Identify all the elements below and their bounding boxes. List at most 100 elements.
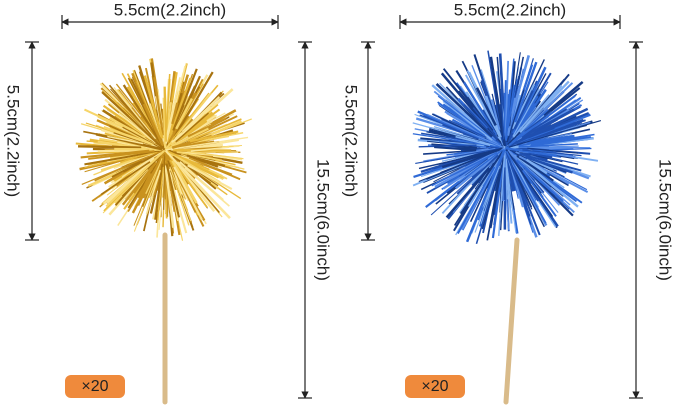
tinsel	[463, 81, 498, 136]
tinsel	[171, 159, 216, 213]
width-label: 5.5cm(2.2inch)	[114, 0, 226, 19]
tinsel	[508, 95, 576, 146]
tinsel	[186, 154, 219, 168]
tinsel	[105, 149, 166, 208]
tinsel	[179, 161, 200, 180]
tinsel	[175, 105, 212, 142]
tinsel	[102, 169, 149, 214]
tinsel	[524, 110, 552, 132]
tinsel	[475, 87, 497, 127]
tinsel	[505, 149, 554, 218]
tinsel	[164, 149, 208, 196]
tinsel	[490, 99, 501, 130]
tinsel	[456, 154, 499, 195]
tinsel	[173, 171, 183, 195]
tinsel	[102, 157, 156, 205]
tinsel	[165, 163, 181, 218]
tinsel	[164, 165, 175, 228]
tinsel	[459, 149, 505, 215]
tinsel	[506, 168, 517, 233]
tinsel	[445, 167, 491, 219]
tinsel	[121, 161, 157, 206]
tinsel	[137, 153, 164, 206]
tinsel	[506, 89, 525, 143]
tinsel	[471, 152, 503, 187]
tinsel	[412, 122, 501, 148]
tinsel	[507, 84, 515, 128]
pompom	[412, 50, 602, 405]
tinsel	[153, 77, 165, 136]
tinsel	[437, 101, 486, 137]
tinsel	[131, 107, 163, 146]
tinsel	[175, 98, 193, 130]
tinsel	[103, 126, 153, 146]
tinsel	[175, 112, 210, 143]
tinsel	[133, 158, 163, 232]
tinsel	[165, 72, 185, 144]
tinsel	[516, 155, 554, 182]
tinsel	[187, 118, 242, 142]
tinsel	[506, 97, 516, 136]
tinsel	[521, 108, 575, 139]
tinsel	[519, 152, 582, 172]
tinsel	[500, 88, 505, 140]
tinsel	[172, 155, 212, 184]
tinsel	[519, 88, 547, 128]
tinsel	[189, 130, 239, 143]
tinsel	[442, 123, 479, 140]
width-label: 5.5cm(2.2inch)	[454, 0, 566, 19]
tinsel	[162, 97, 166, 150]
tinsel	[415, 147, 502, 165]
tinsel	[154, 163, 164, 220]
tinsel	[145, 169, 162, 215]
tinsel	[512, 94, 550, 138]
tinsel	[487, 50, 501, 125]
dimension-lines-right	[361, 15, 643, 399]
tinsel	[508, 119, 602, 148]
tinsel	[113, 152, 157, 170]
tinsel	[172, 68, 198, 131]
tinsel	[108, 84, 152, 136]
tinsel	[187, 139, 239, 150]
tinsel	[518, 143, 578, 148]
tinsel	[187, 164, 233, 191]
tinsel	[514, 61, 538, 123]
tinsel	[118, 112, 157, 144]
tinsel	[489, 56, 507, 147]
tinsel	[431, 151, 498, 187]
tinsel	[527, 134, 575, 144]
tinsel	[515, 159, 564, 202]
tinsel	[122, 126, 162, 149]
tinsel	[107, 135, 144, 145]
tinsel	[530, 135, 591, 147]
tinsel	[122, 84, 164, 147]
dimension-lines-left	[25, 15, 312, 399]
tinsel	[121, 72, 156, 133]
height-label: 5.5cm(2.2inch)	[4, 85, 23, 197]
tinsel	[106, 109, 152, 141]
tinsel	[491, 150, 506, 239]
tinsel	[525, 158, 548, 175]
tinsel	[427, 140, 481, 148]
tinsel	[448, 119, 487, 138]
tinsel	[95, 132, 163, 151]
tinsel	[455, 135, 491, 146]
tinsel	[81, 149, 165, 186]
tinsel	[486, 163, 503, 241]
tinsel	[490, 148, 506, 229]
tinsel	[504, 89, 512, 141]
tinsel	[176, 150, 223, 162]
height-label: 5.5cm(2.2inch)	[342, 85, 361, 197]
tinsel	[457, 166, 496, 234]
tinsel	[465, 149, 506, 243]
tinsel	[165, 136, 249, 151]
tinsel	[485, 95, 502, 138]
tinsel	[84, 149, 164, 166]
tinsel	[521, 169, 557, 217]
tinsel	[508, 107, 589, 147]
tinsel	[511, 109, 549, 143]
tinsel	[418, 144, 477, 148]
tinsel	[504, 60, 510, 137]
tinsel	[143, 75, 164, 139]
tinsel	[163, 156, 166, 210]
